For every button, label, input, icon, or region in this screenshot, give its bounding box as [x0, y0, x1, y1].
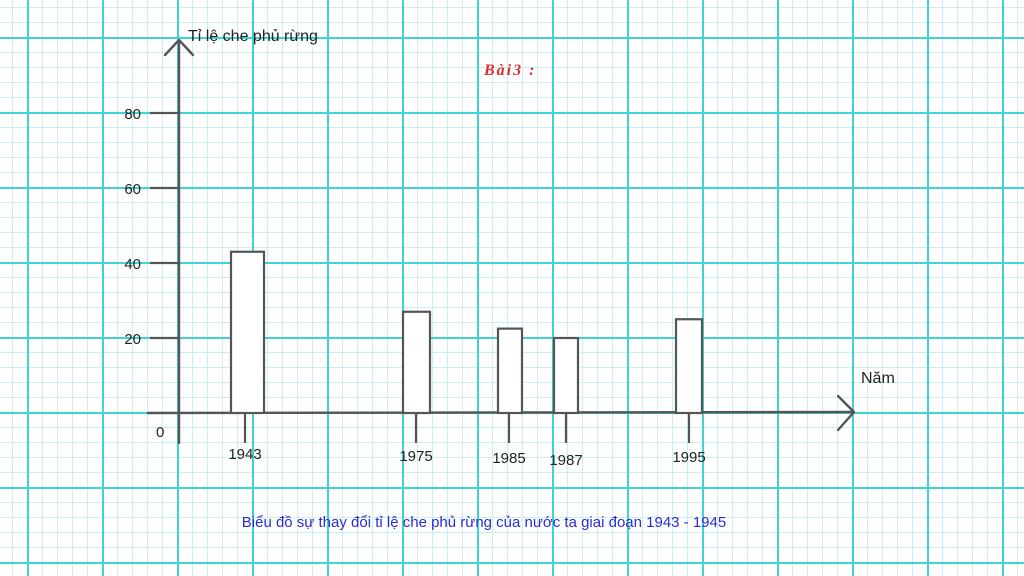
- x-tick-label-1975: 1975: [399, 448, 432, 465]
- chart-caption: Biểu đồ sự thay đổi tỉ lệ che phủ rừng c…: [242, 514, 726, 531]
- y-tick-label-40: 40: [124, 256, 141, 273]
- bar-1987: [552, 336, 580, 415]
- bar-1943: [229, 250, 266, 415]
- y-tick-label-20: 20: [124, 331, 141, 348]
- bars: [229, 250, 704, 415]
- x-tick-label-1995: 1995: [672, 449, 705, 466]
- bar-1975: [401, 310, 432, 415]
- x-axis-title: Năm: [861, 370, 895, 387]
- y-axis-title: Tỉ lệ che phủ rừng: [188, 28, 318, 45]
- x-tick-label-1987: 1987: [549, 452, 582, 469]
- y-axis-arrow: [163, 38, 195, 57]
- chart-title: Bài3 :: [483, 62, 536, 79]
- x-ticks: 1943 1975 1985 1987 1995: [228, 413, 706, 469]
- bar-1995: [674, 318, 704, 415]
- y-ticks: 20 40 60 80: [124, 106, 179, 348]
- x-tick-label-1943: 1943: [228, 446, 261, 463]
- y-tick-label-80: 80: [124, 106, 141, 123]
- bar-1985: [496, 327, 524, 415]
- x-axis-arrow: [836, 394, 856, 432]
- origin-label: 0: [156, 424, 164, 441]
- y-tick-label-60: 60: [124, 181, 141, 198]
- x-tick-label-1985: 1985: [492, 450, 525, 467]
